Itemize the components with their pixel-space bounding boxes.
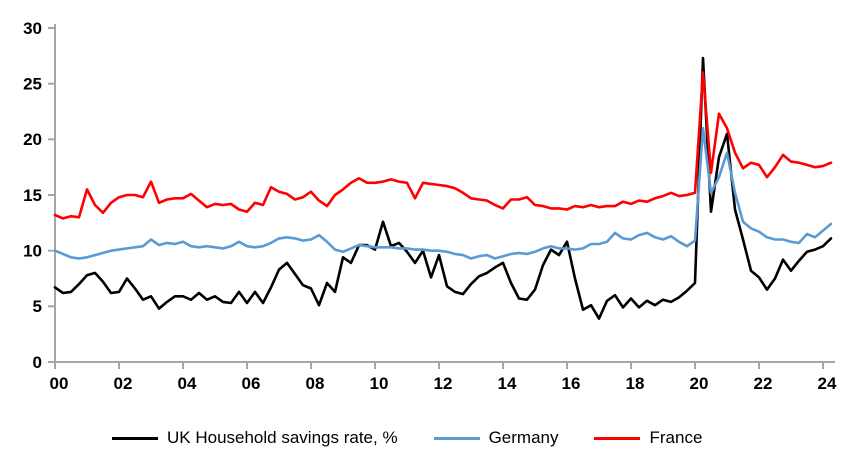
germany-line — [53, 126, 833, 260]
legend-label-uk: UK Household savings rate, % — [167, 428, 398, 447]
france-line — [53, 71, 833, 220]
x-tick-label: 24 — [818, 374, 837, 393]
x-tick-label: 08 — [306, 374, 325, 393]
y-tick-label: 5 — [33, 297, 42, 316]
y-tick-label: 20 — [23, 130, 42, 149]
legend-item-uk: UK Household savings rate, % — [112, 428, 398, 448]
x-tick-label: 06 — [242, 374, 261, 393]
x-tick-label: 02 — [114, 374, 133, 393]
legend-item-france: France — [594, 428, 702, 448]
chart-legend: UK Household savings rate, % Germany Fra… — [112, 425, 738, 451]
x-tick-label: 18 — [626, 374, 645, 393]
legend-label-france: France — [649, 428, 703, 447]
x-tick-label: 16 — [562, 374, 581, 393]
x-tick-label: 00 — [50, 374, 69, 393]
savings-rate-line-chart: 0 5 10 15 20 25 30 00 02 04 06 08 10 12 14 16 18 20 22 24 — [23, 19, 837, 393]
y-tick-label: 10 — [23, 241, 42, 260]
x-tick-label: 12 — [434, 374, 453, 393]
legend-label-germany: Germany — [488, 428, 559, 447]
legend-line-germany-icon — [433, 436, 480, 440]
x-tick-label: 20 — [690, 374, 709, 393]
legend-item-germany: Germany — [433, 428, 559, 448]
legend-line-france-icon — [594, 436, 641, 440]
y-tick-label: 30 — [23, 19, 42, 38]
legend-line-uk-icon — [112, 436, 158, 440]
y-tick-label: 25 — [23, 74, 42, 93]
x-tick-label: 14 — [498, 374, 517, 393]
y-tick-label: 15 — [23, 186, 42, 205]
x-tick-label: 04 — [178, 374, 197, 393]
x-tick-label: 10 — [370, 374, 389, 393]
y-tick-label: 0 — [33, 353, 42, 372]
x-tick-label: 22 — [754, 374, 773, 393]
